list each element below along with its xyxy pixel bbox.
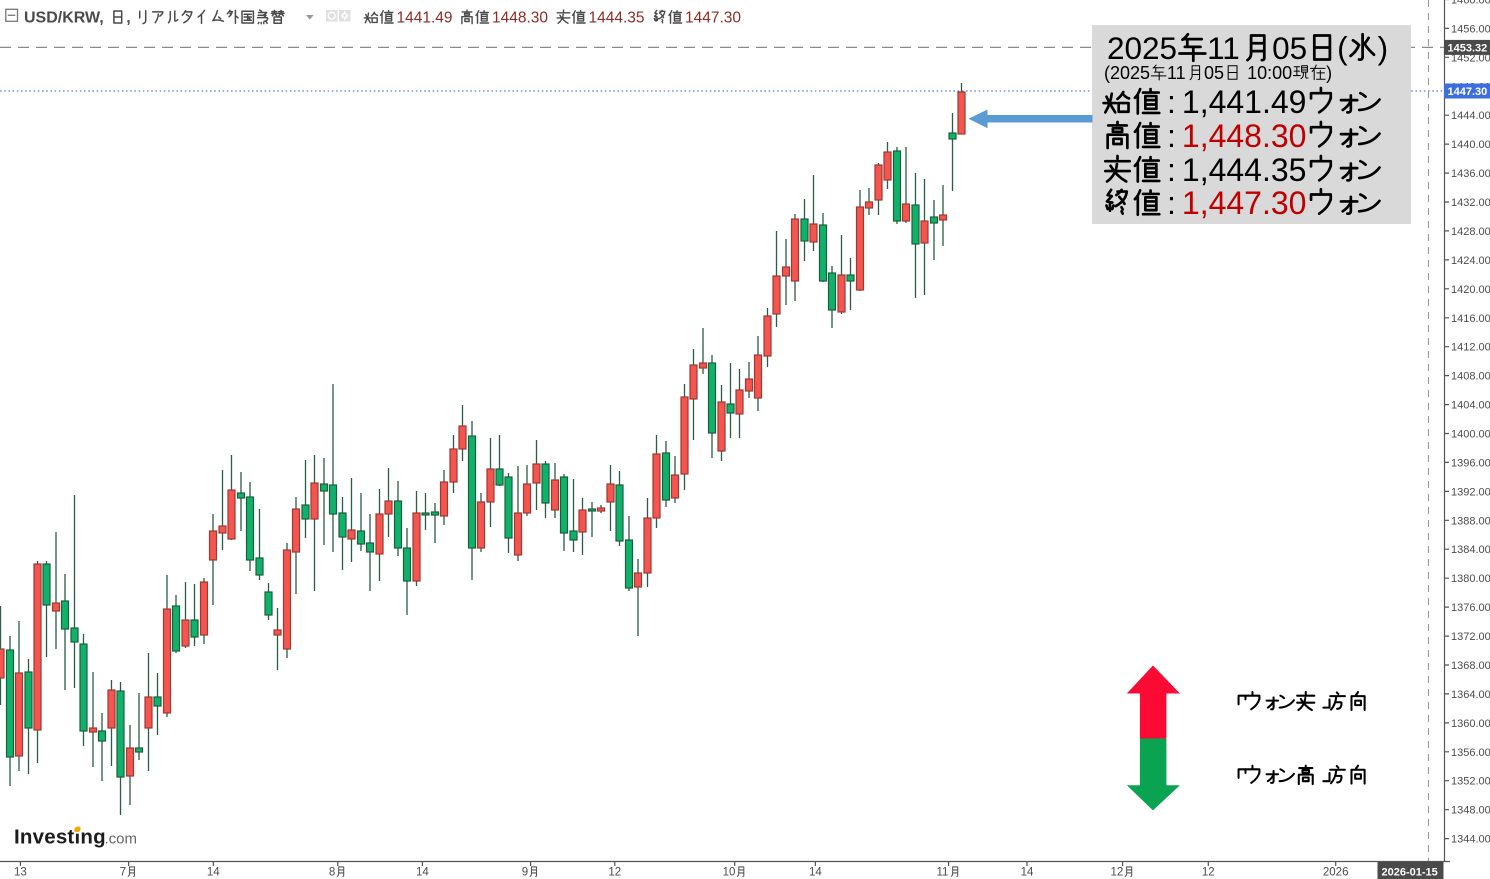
- svg-text:1412.00: 1412.00: [1451, 342, 1490, 354]
- svg-text:05: 05: [1204, 63, 1224, 83]
- svg-text:1432.00: 1432.00: [1451, 197, 1490, 209]
- svg-text:13: 13: [14, 867, 27, 879]
- svg-text:1396.00: 1396.00: [1451, 457, 1490, 469]
- svg-text:14: 14: [207, 867, 220, 879]
- svg-text:11: 11: [1207, 30, 1240, 66]
- svg-text:2026: 2026: [1323, 867, 1349, 879]
- svg-text::: :: [1167, 185, 1176, 221]
- svg-text::: :: [1167, 84, 1176, 120]
- svg-text:1392.00: 1392.00: [1451, 486, 1490, 498]
- svg-text:): ): [1378, 30, 1389, 66]
- svg-text:1416.00: 1416.00: [1451, 313, 1490, 325]
- svg-text:1404.00: 1404.00: [1451, 400, 1490, 412]
- svg-text:14: 14: [809, 867, 822, 879]
- svg-text:1448.30: 1448.30: [492, 10, 548, 27]
- svg-text:,: ,: [126, 10, 130, 27]
- svg-text:1453.32: 1453.32: [1448, 43, 1488, 55]
- svg-text:1,444.35: 1,444.35: [1182, 152, 1307, 188]
- svg-text:1447.30: 1447.30: [1448, 86, 1488, 98]
- svg-text:12: 12: [1111, 867, 1124, 879]
- svg-text:12: 12: [608, 867, 621, 879]
- svg-text:): ): [1326, 63, 1332, 83]
- svg-text:1424.00: 1424.00: [1451, 255, 1490, 267]
- svg-text:1384.00: 1384.00: [1451, 544, 1490, 556]
- svg-text:10: 10: [723, 867, 736, 879]
- svg-text:1,448.30: 1,448.30: [1182, 118, 1307, 154]
- svg-text:1364.00: 1364.00: [1451, 689, 1490, 701]
- svg-text:1440.00: 1440.00: [1451, 139, 1490, 151]
- svg-text:1348.00: 1348.00: [1451, 805, 1490, 817]
- svg-text:1352.00: 1352.00: [1451, 776, 1490, 788]
- svg-text:1447.30: 1447.30: [685, 10, 741, 27]
- svg-text:8: 8: [329, 867, 335, 879]
- svg-text:05: 05: [1272, 30, 1307, 66]
- svg-text:7: 7: [120, 867, 126, 879]
- svg-text:.com: .com: [105, 831, 138, 848]
- svg-text:1344.00: 1344.00: [1451, 834, 1490, 846]
- svg-text:1,447.30: 1,447.30: [1182, 185, 1307, 221]
- svg-text:USD/KRW,: USD/KRW,: [24, 10, 104, 27]
- svg-text:1368.00: 1368.00: [1451, 660, 1490, 672]
- svg-text:1372.00: 1372.00: [1451, 631, 1490, 643]
- svg-text:(2025: (2025: [1104, 63, 1150, 83]
- svg-text:1356.00: 1356.00: [1451, 747, 1490, 759]
- svg-text:Investing: Investing: [14, 826, 106, 849]
- svg-text:(: (: [1337, 30, 1348, 66]
- svg-text:2026-01-15: 2026-01-15: [1382, 867, 1438, 879]
- svg-text:1436.00: 1436.00: [1451, 168, 1490, 180]
- svg-text:1400.00: 1400.00: [1451, 429, 1490, 441]
- svg-text:10:00: 10:00: [1247, 63, 1292, 83]
- svg-text:1444.35: 1444.35: [589, 10, 645, 27]
- svg-text:1456.00: 1456.00: [1451, 23, 1490, 35]
- svg-text:1452.00: 1452.00: [1451, 52, 1490, 64]
- svg-text:1380.00: 1380.00: [1451, 573, 1490, 585]
- svg-text:1,441.49: 1,441.49: [1182, 84, 1307, 120]
- svg-text:9: 9: [522, 867, 528, 879]
- svg-text:14: 14: [1021, 867, 1034, 879]
- svg-text:1441.49: 1441.49: [397, 10, 453, 27]
- svg-text:1460.00: 1460.00: [1451, 0, 1490, 7]
- svg-text:2025: 2025: [1107, 30, 1177, 66]
- svg-text:1376.00: 1376.00: [1451, 602, 1490, 614]
- svg-text:1420.00: 1420.00: [1451, 284, 1490, 296]
- svg-text:11: 11: [1167, 63, 1186, 83]
- svg-text:1388.00: 1388.00: [1451, 515, 1490, 527]
- svg-text:14: 14: [416, 867, 429, 879]
- svg-text:11: 11: [937, 867, 949, 879]
- svg-text::: :: [1167, 152, 1176, 188]
- svg-text::: :: [1167, 118, 1176, 154]
- svg-text:12: 12: [1202, 867, 1215, 879]
- svg-text:1360.00: 1360.00: [1451, 718, 1490, 730]
- svg-text:1444.00: 1444.00: [1451, 110, 1490, 122]
- svg-text:1408.00: 1408.00: [1451, 371, 1490, 383]
- svg-text:1428.00: 1428.00: [1451, 226, 1490, 238]
